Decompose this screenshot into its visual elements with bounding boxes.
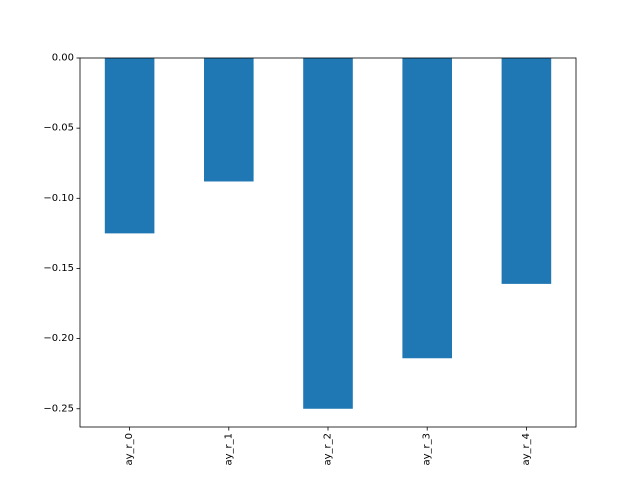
y-tick-label: −0.05 [43, 123, 74, 134]
bar-ay_r_2 [303, 58, 353, 409]
bar-ay_r_3 [402, 58, 452, 359]
y-tick-label: −0.15 [43, 263, 74, 274]
y-tick-label: −0.25 [43, 403, 74, 414]
bar-ay_r_1 [204, 58, 254, 182]
bar-ay_r_0 [104, 58, 155, 234]
x-tick-label: ay_r_2 [323, 433, 334, 466]
y-tick-label: 0.00 [52, 53, 74, 64]
y-tick-label: −0.20 [43, 333, 74, 344]
x-tick-label: ay_r_0 [124, 433, 135, 466]
x-tick-label: ay_r_3 [422, 433, 433, 466]
bar-ay_r_4 [501, 58, 552, 284]
y-tick-label: −0.10 [43, 193, 74, 204]
x-tick-label: ay_r_1 [223, 433, 234, 466]
x-tick-label: ay_r_4 [521, 433, 532, 466]
